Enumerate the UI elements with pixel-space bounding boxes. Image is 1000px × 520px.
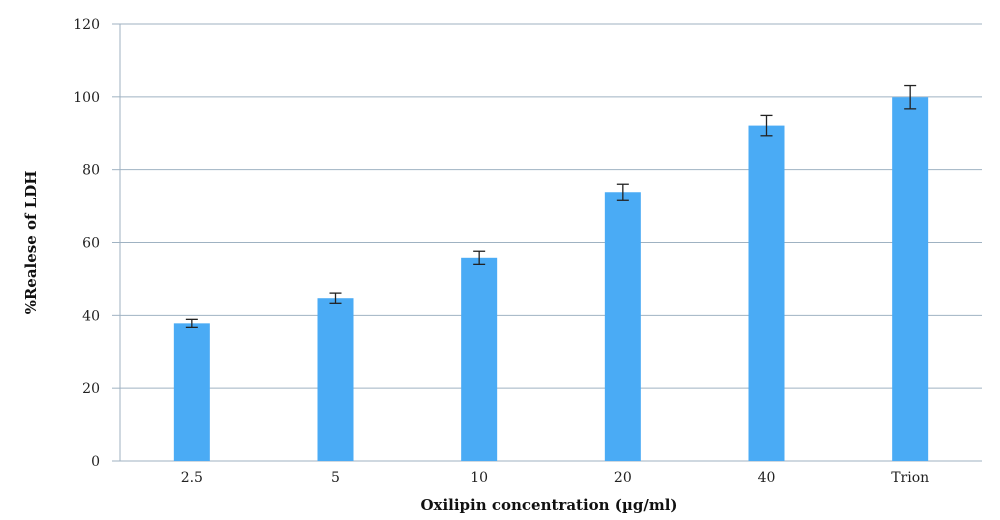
x-tick-label: 40	[758, 470, 776, 486]
error-bar	[616, 183, 629, 201]
error-bar	[760, 114, 773, 137]
x-tick-labels: 2.5 5 10 20 40 Trion	[181, 470, 929, 486]
y-axis-title: %Realese of LDH	[22, 171, 40, 315]
error-bar	[904, 84, 917, 110]
y-tick-label: 120	[73, 17, 100, 33]
bar	[748, 125, 785, 461]
axes	[119, 24, 982, 462]
error-bars	[185, 84, 917, 329]
error-bar	[185, 318, 198, 329]
gridlines	[112, 23, 982, 462]
error-bar	[473, 250, 486, 266]
bar	[173, 323, 210, 461]
x-tick-label: 5	[331, 470, 340, 486]
bars	[173, 97, 929, 461]
y-tick-label: 40	[82, 308, 100, 324]
x-tick-label: 2.5	[181, 470, 203, 486]
x-tick-label: 20	[614, 470, 632, 486]
bar	[892, 97, 929, 461]
y-tick-label: 0	[91, 454, 100, 470]
x-tick-label: 10	[470, 470, 488, 486]
y-tick-label: 60	[82, 236, 100, 252]
x-tick-label: Trion	[891, 470, 929, 486]
y-tick-label: 100	[73, 90, 100, 106]
y-tick-label: 20	[82, 381, 100, 397]
y-tick-label: 80	[82, 163, 100, 179]
bar	[604, 192, 641, 461]
y-tick-labels: 0 20 40 60 80 100 120	[73, 17, 100, 470]
bar	[317, 298, 354, 461]
bar	[461, 257, 498, 461]
x-axis-title: Oxilipin concentration (µg/ml)	[420, 496, 677, 514]
error-bar	[329, 292, 342, 304]
